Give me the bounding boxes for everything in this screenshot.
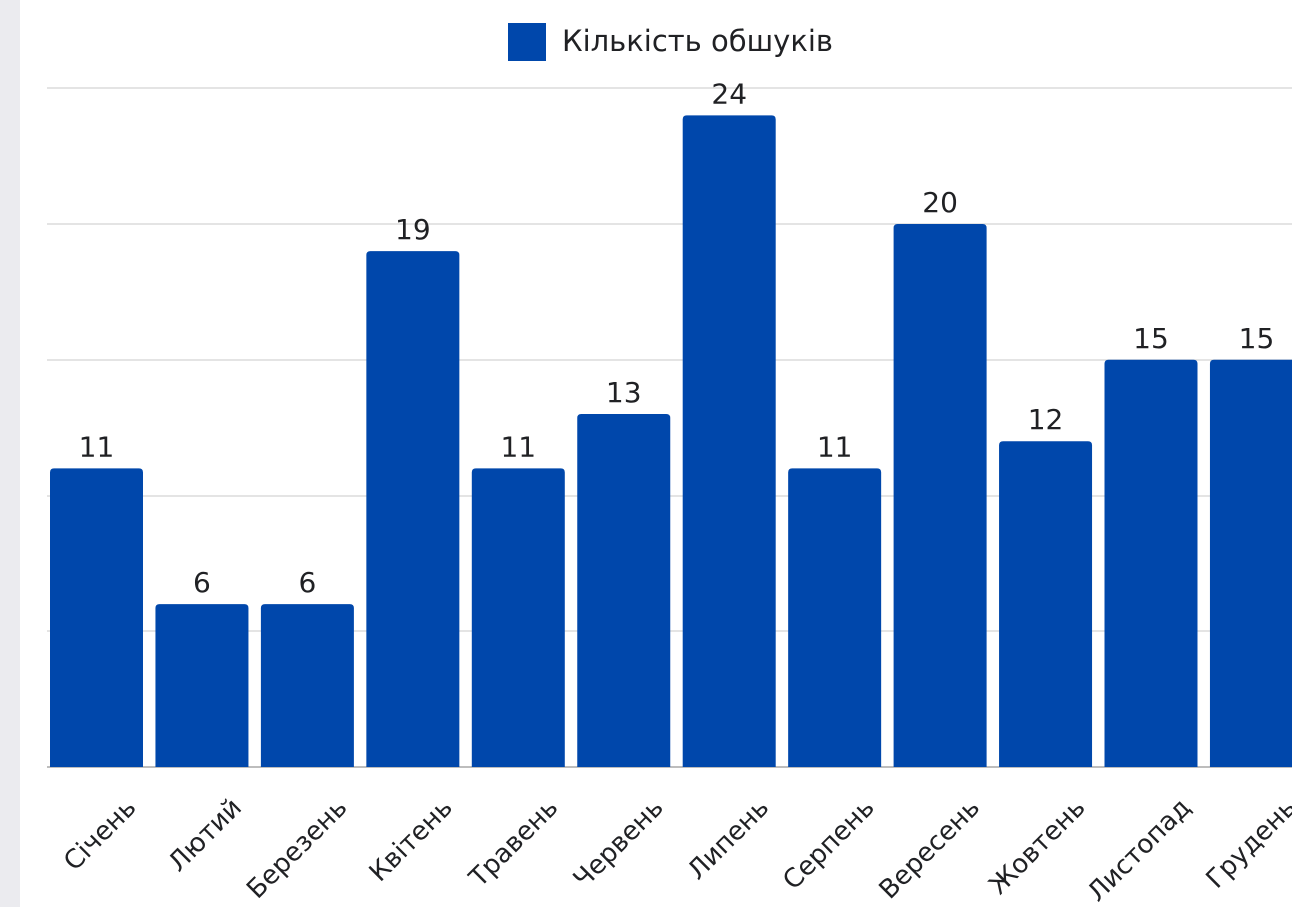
bar — [577, 414, 671, 767]
bar — [682, 115, 776, 767]
bar-value-label: 15 — [1133, 322, 1169, 355]
x-axis-tick-label: Серпень — [777, 793, 880, 896]
bars — [50, 115, 1292, 767]
bar — [155, 604, 249, 767]
left-panel-edge — [0, 0, 20, 907]
bar — [999, 441, 1093, 767]
bar-value-label: 19 — [395, 213, 431, 246]
bar-value-label: 11 — [79, 430, 115, 463]
bar-value-label: 11 — [500, 430, 536, 463]
bar-value-label: 11 — [817, 430, 853, 463]
x-axis-tick-label: Травень — [463, 793, 564, 894]
bar-value-label: 20 — [922, 186, 958, 219]
x-axis-tick-label: Січень — [58, 793, 142, 877]
x-axis-tick-label: Листопад — [1082, 793, 1197, 907]
legend-swatch — [508, 23, 546, 61]
bar-value-label: 13 — [606, 376, 642, 409]
x-axis-tick-label: Липень — [682, 793, 775, 886]
x-axis-tick-label: Квітень — [364, 793, 459, 888]
bar-value-label: 12 — [1028, 403, 1064, 436]
bar-value-label: 15 — [1239, 322, 1275, 355]
x-axis-tick-label: Березень — [241, 793, 353, 905]
bar — [1104, 359, 1198, 767]
x-axis-tick-label: Червень — [568, 793, 670, 895]
bar-value-label: 24 — [711, 77, 747, 110]
bar-value-label: 6 — [193, 566, 211, 599]
bar — [260, 604, 354, 767]
value-labels: 11 6 6 19 11 13 24 11 20 12 15 15 — [79, 77, 1275, 599]
bar — [788, 468, 882, 767]
x-axis-tick-label: Жовтень — [984, 793, 1092, 901]
x-axis-tick-label: Лютий — [163, 793, 248, 878]
bar — [1209, 359, 1292, 767]
legend-label: Кількість обшуків — [562, 24, 833, 58]
bar-value-label: 6 — [298, 566, 316, 599]
bar — [893, 224, 987, 767]
x-axis-tick-label: Грудень — [1201, 793, 1292, 895]
bar — [366, 251, 460, 767]
bar — [50, 468, 143, 767]
legend: Кількість обшуків — [508, 23, 833, 61]
x-axis-tick-label: Вересень — [874, 793, 986, 905]
bar — [471, 468, 565, 767]
